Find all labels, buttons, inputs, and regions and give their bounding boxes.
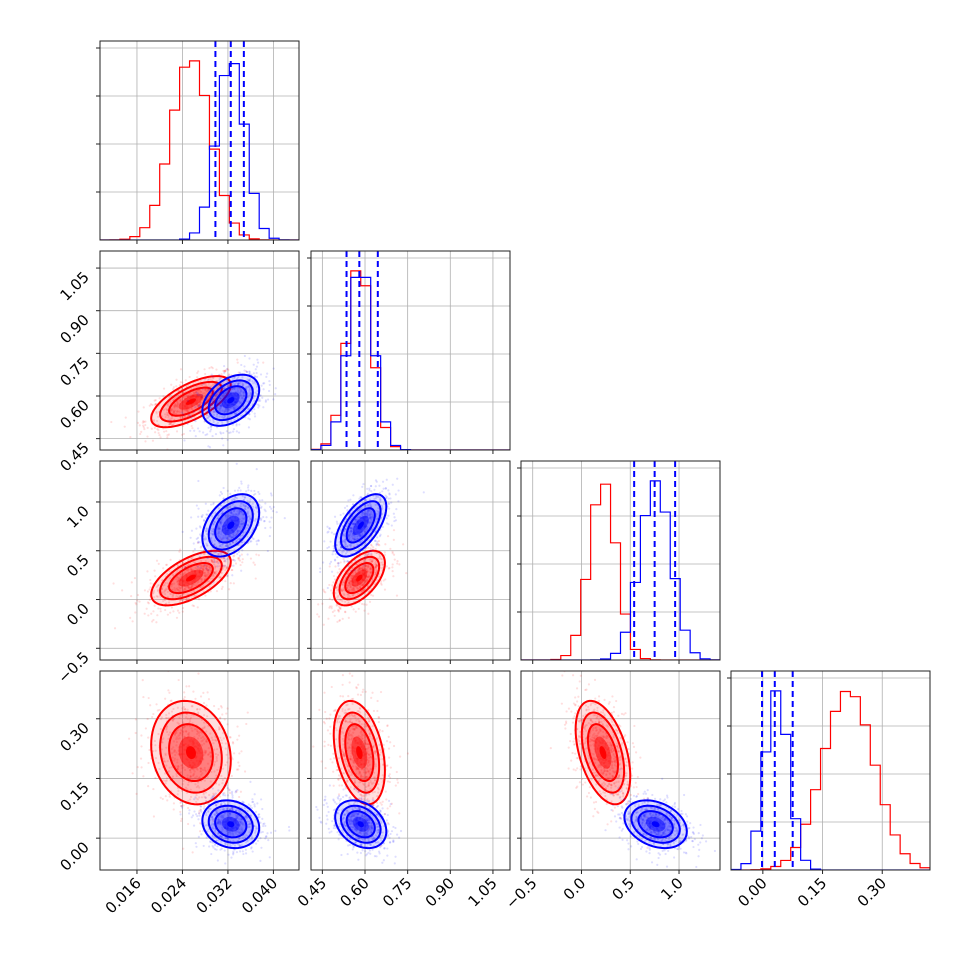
panel-2-1 [307, 460, 511, 664]
contour-level [227, 521, 235, 530]
x-tick-label: 0.90 [422, 874, 458, 910]
panel-frame [99, 250, 300, 451]
y-tick-label: 1.0 [63, 502, 93, 532]
panel-0-0 [96, 40, 300, 244]
contour-level [357, 521, 364, 530]
grid [311, 461, 510, 660]
panel-3-1: 0.45 0.60 0.75 0.90 1.05 [294, 670, 511, 910]
contour-blue [334, 493, 388, 558]
x-tick-label: 0.024 [147, 874, 190, 917]
panel-1-1 [307, 250, 511, 454]
y-tick-label: 0.90 [56, 311, 92, 347]
panel-content [521, 461, 720, 660]
panel-frame [310, 250, 511, 451]
grid [100, 671, 299, 870]
grid [100, 461, 299, 660]
y-tick-label: 0.5 [63, 551, 93, 581]
histogram-blue [731, 690, 930, 870]
grid [311, 251, 510, 450]
panel-2-0: −0.5 0.0 0.5 1.0 [54, 460, 300, 687]
y-tick-label: 0.45 [56, 439, 92, 475]
x-tick-label: 0.040 [238, 874, 281, 917]
y-tick-label: 0.00 [56, 838, 92, 874]
contour-level [357, 821, 364, 828]
grid [311, 671, 510, 870]
contour-red [150, 549, 232, 607]
y-tick-label: 0.75 [56, 353, 92, 389]
panel-content [549, 671, 717, 869]
panel-frame [310, 460, 511, 661]
panel-frame [310, 670, 511, 871]
histogram-blue [311, 276, 510, 450]
panel-3-0: 0.016 0.024 0.032 0.040 0.00 0.15 0.30 [56, 670, 300, 917]
histogram-blue [100, 63, 299, 240]
panel-2-2 [517, 460, 721, 664]
contour-red [332, 699, 386, 806]
contour-red [332, 549, 386, 607]
contour-blue [201, 493, 261, 558]
contour-blue [334, 799, 388, 850]
panel-1-0: 0.45 0.60 0.75 0.90 1.05 [56, 250, 300, 475]
contour-level [356, 574, 363, 582]
x-tick-label: 1.05 [464, 874, 500, 910]
x-tick-label: 0.60 [336, 874, 372, 910]
contour-level [186, 746, 196, 760]
x-tick-label: −0.5 [502, 874, 540, 912]
histogram-red [731, 690, 930, 870]
x-tick-label: 0.016 [102, 874, 145, 917]
contour-level [227, 821, 235, 828]
x-tick-label: 0.0 [560, 874, 590, 904]
contour-level [599, 746, 607, 760]
y-tick-label: 0.15 [56, 779, 92, 815]
histogram-red [100, 60, 299, 240]
histogram-blue [521, 480, 720, 660]
contour-blue [201, 799, 261, 850]
panel-frame [520, 670, 721, 871]
panel-frame [99, 40, 300, 241]
contour-level [186, 574, 196, 582]
y-tick-label: −0.5 [54, 648, 92, 686]
panel-content [110, 354, 277, 450]
panel-frame [520, 460, 721, 661]
x-tick-label: 0.00 [734, 874, 770, 910]
contour-blue [201, 373, 261, 427]
panel-frame [730, 670, 931, 871]
grid [521, 671, 720, 870]
panel-3-3: 0.00 0.15 0.30 [727, 670, 931, 910]
panel-content [100, 41, 299, 240]
panel-content [311, 251, 510, 450]
x-tick-label: 0.45 [294, 874, 330, 910]
y-tick-label: 0.30 [56, 719, 92, 755]
x-tick-label: 1.0 [657, 874, 687, 904]
panel-frame [99, 670, 300, 871]
contour-blue [623, 799, 688, 850]
x-tick-label: 0.75 [379, 874, 415, 910]
x-tick-label: 0.15 [794, 874, 830, 910]
y-tick-label: 0.60 [56, 396, 92, 432]
panel-content [127, 671, 291, 865]
panel-content [731, 671, 930, 870]
contour-level [651, 821, 660, 828]
y-tick-label: 0.0 [63, 600, 93, 630]
contour-level [227, 397, 235, 404]
panel-3-2: −0.5 0.0 0.5 1.0 [502, 670, 721, 913]
contour-red [574, 699, 632, 806]
x-tick-label: 0.5 [608, 874, 638, 904]
panel-frame [99, 460, 300, 661]
panel-content [112, 462, 286, 630]
x-tick-label: 0.30 [854, 874, 890, 910]
grid [100, 41, 299, 240]
panel-content [312, 672, 410, 865]
contour-level [356, 746, 363, 760]
x-tick-label: 0.032 [193, 874, 236, 917]
contour-level [186, 398, 196, 405]
y-tick-label: 1.05 [56, 268, 92, 304]
grid [100, 251, 299, 450]
panel-content [316, 477, 425, 626]
contour-red [150, 699, 232, 806]
contour-red [150, 375, 232, 429]
